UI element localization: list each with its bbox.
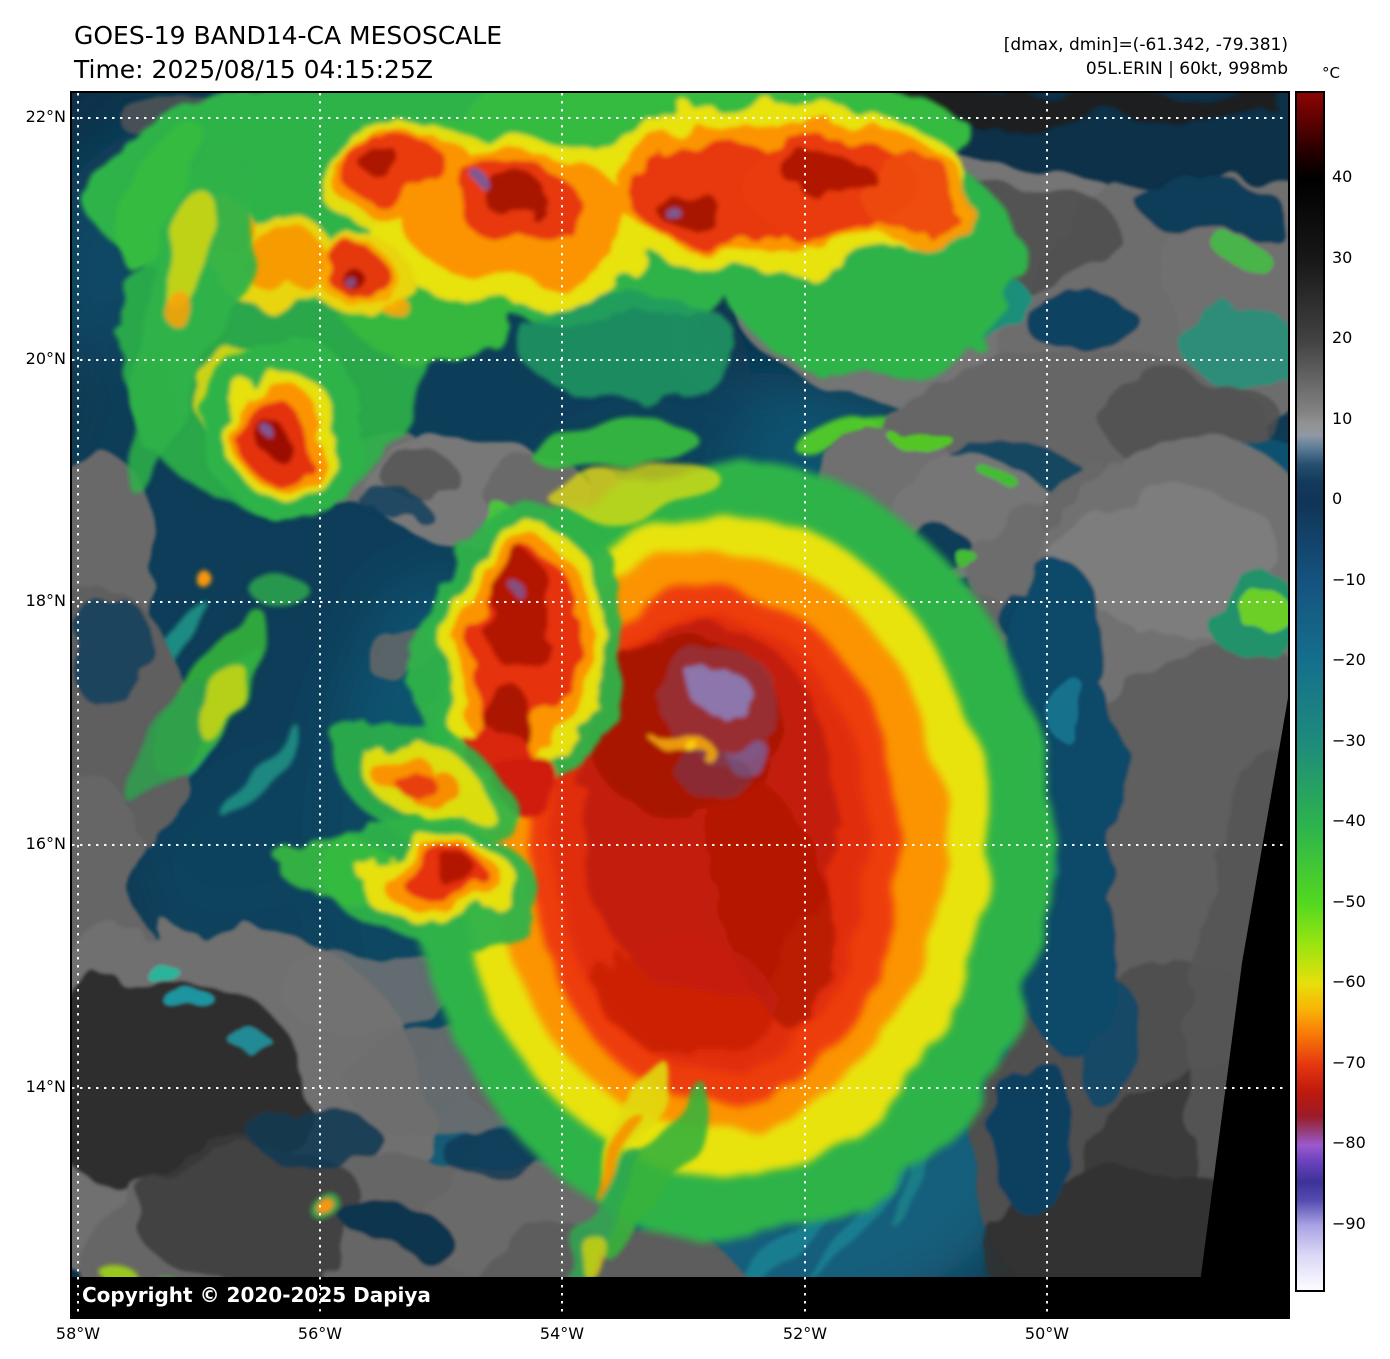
scan-edge-bottom-bar (72, 1277, 1288, 1317)
convection-sw-chain (332, 718, 512, 848)
colorbar-tick-label: −30 (1332, 730, 1366, 750)
colorbar-tick-label: −70 (1332, 1052, 1366, 1072)
convection-16n-blob (272, 821, 542, 945)
colorbar-tick-label: −90 (1332, 1213, 1366, 1233)
lon-tick-label: 54°W (539, 1324, 585, 1343)
colorbar-tick-label: 0 (1332, 489, 1343, 509)
colorbar-tick-label: −10 (1332, 569, 1366, 589)
lon-tick-label: 58°W (55, 1324, 101, 1343)
colorbar-tick-label: 20 (1332, 328, 1353, 348)
lat-tick-label: 20°N (25, 349, 66, 368)
colorbar-tick-label: 30 (1332, 247, 1353, 267)
timestamp-label: Time: 2025/08/15 04:15:25Z (74, 55, 433, 84)
colorbar-tick-label: −20 (1332, 650, 1366, 670)
colorbar-tick-label: −80 (1332, 1133, 1366, 1153)
colorbar-tick-label: −50 (1332, 891, 1366, 911)
page-title: GOES-19 BAND14-CA MESOSCALE (74, 21, 503, 50)
colorbar-unit-label: °C (1322, 64, 1340, 82)
lon-tick-label: 50°W (1024, 1324, 1070, 1343)
storm-info-label: 05L.ERIN | 60kt, 998mb (1085, 59, 1288, 79)
dmax-dmin-label: [dmax, dmin]=(-61.342, -79.381) (1003, 35, 1288, 55)
lat-tick-label: 14°N (25, 1077, 66, 1096)
lat-tick-label: 18°N (25, 591, 66, 610)
colorbar (1295, 91, 1325, 1292)
colorbar-tick-label: 10 (1332, 408, 1353, 428)
convection-midleft-blob (204, 333, 364, 517)
lon-tick-label: 52°W (782, 1324, 828, 1343)
lat-tick-label: 22°N (25, 107, 66, 126)
colorbar-tick-label: 40 (1332, 167, 1353, 187)
convection-left-arc (116, 119, 252, 493)
convection-west-band (415, 504, 629, 823)
colorbar-tick-label: −60 (1332, 972, 1366, 992)
map-frame (70, 91, 1290, 1319)
lon-tick-label: 56°W (297, 1324, 343, 1343)
hurricane-inner-detail (580, 623, 836, 1055)
satellite-imagery (72, 93, 1288, 1317)
convection-left-streaks (123, 563, 310, 802)
gridlines (72, 93, 1288, 1317)
copyright-label: Copyright © 2020-2025 Dapiya (82, 1283, 431, 1307)
colorbar-tick-label: −40 (1332, 811, 1366, 831)
lat-tick-label: 16°N (25, 834, 66, 853)
